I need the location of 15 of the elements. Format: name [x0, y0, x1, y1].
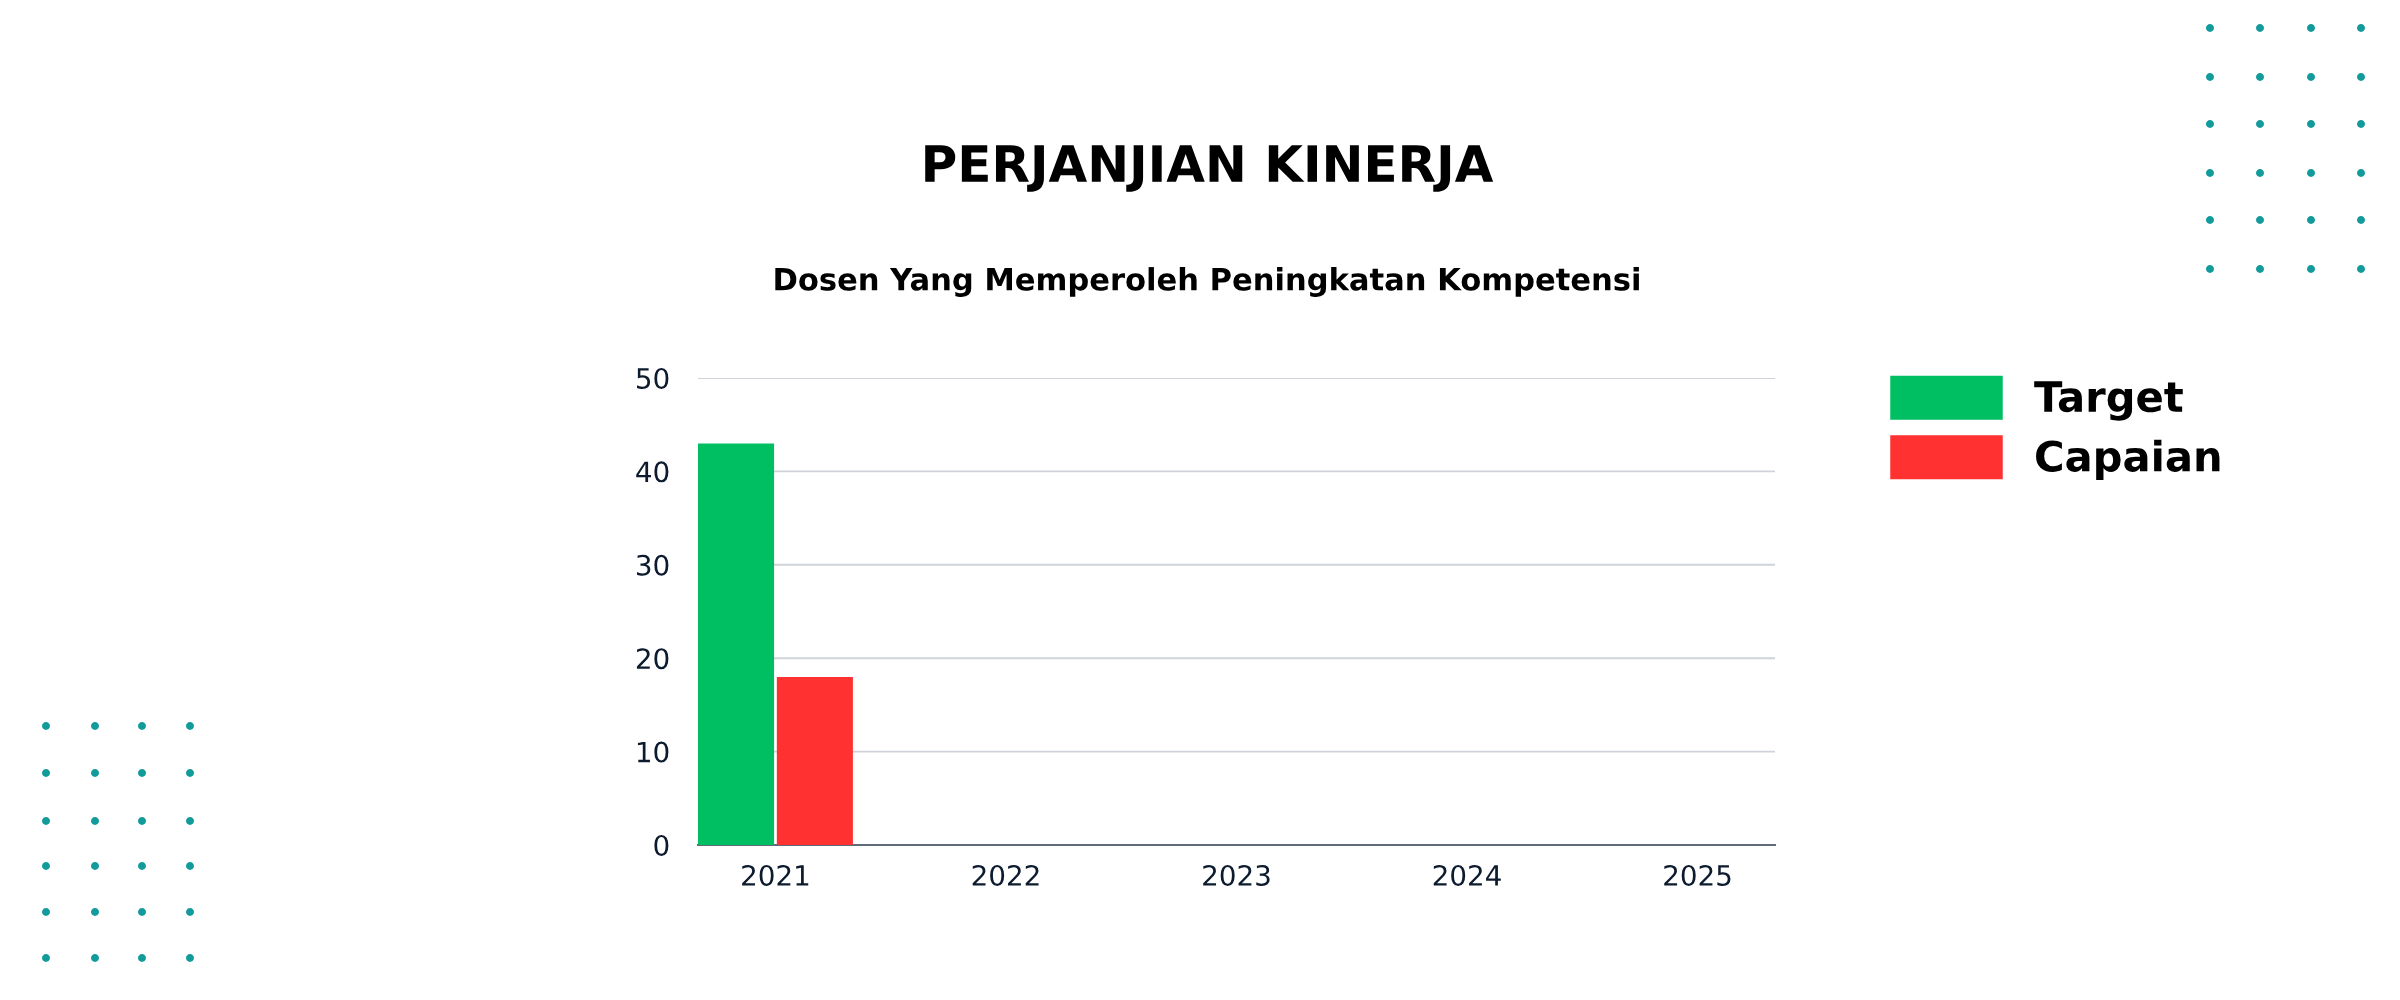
chart-title: PERJANJIAN KINERJA: [925, 145, 1494, 192]
x-tick-label: 2021: [742, 864, 809, 886]
x-tick-label: 2022: [972, 864, 1039, 886]
y-tick-label: 40: [636, 461, 669, 483]
y-tick-label: 20: [636, 648, 669, 670]
legend-label: Target: [2034, 381, 2183, 421]
x-tick-label: 2025: [1664, 864, 1731, 886]
y-tick-label: 10: [637, 741, 669, 763]
legend-label: Capaian: [2036, 439, 2220, 480]
x-tick-label: 2024: [1433, 864, 1501, 886]
y-tick-label: 0: [654, 834, 669, 856]
y-tick-label: 50: [637, 367, 669, 389]
x-tick-label: 2023: [1203, 864, 1270, 886]
y-tick-label: 30: [636, 554, 669, 576]
chart-subtitle: Dosen Yang Memperoleh Peningkatan Kompetensi: [775, 267, 1639, 297]
